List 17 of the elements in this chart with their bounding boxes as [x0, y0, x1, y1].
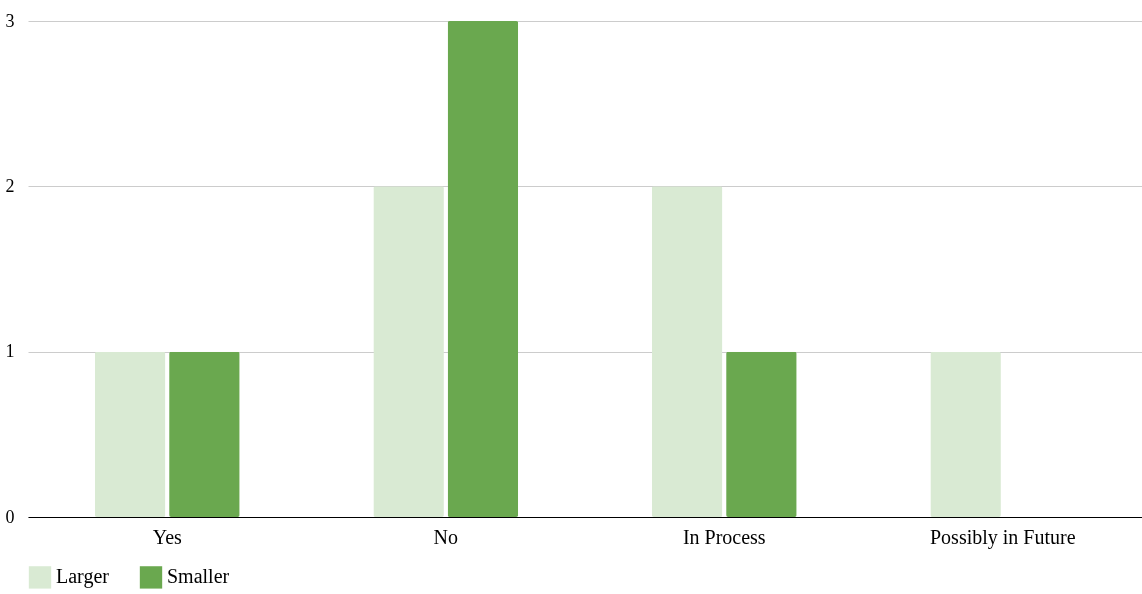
y-tick-label: 2 [5, 175, 15, 196]
bar [651, 186, 723, 517]
bar [447, 21, 519, 517]
x-tick-label: In Process [682, 525, 766, 548]
legend-label: Larger [56, 565, 110, 589]
x-tick-label: Possibly in Future [929, 525, 1076, 549]
x-tick-label: No [433, 525, 458, 548]
legend-label: Smaller [167, 565, 230, 588]
y-tick-label: 0 [5, 506, 15, 527]
bar [930, 351, 1001, 517]
bar [169, 351, 240, 517]
y-tick-label: 1 [5, 341, 15, 362]
bar [373, 186, 444, 517]
y-tick-label: 3 [5, 10, 15, 31]
x-tick-label: Yes [152, 525, 183, 548]
bar [94, 351, 166, 517]
bar [726, 351, 797, 517]
